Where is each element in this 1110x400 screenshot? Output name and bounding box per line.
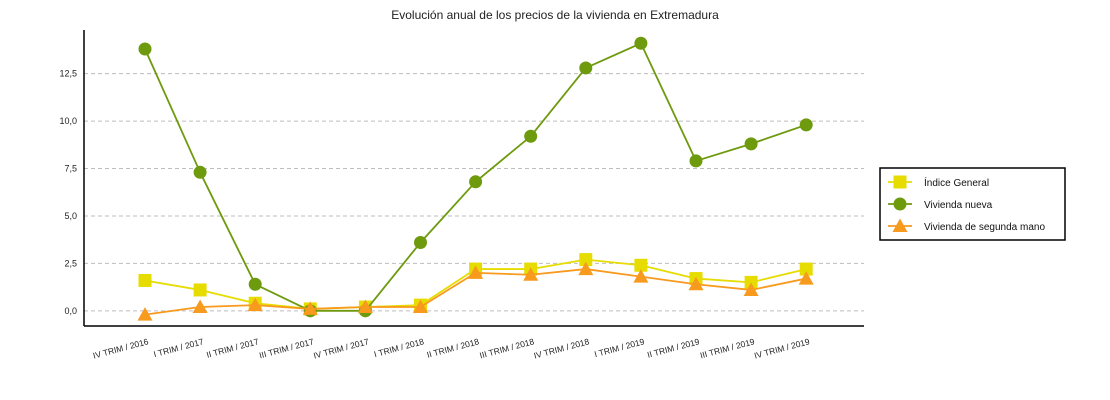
x-tick-label: III TRIM / 2017 <box>258 336 315 360</box>
data-point <box>138 273 152 287</box>
x-tick-label: I TRIM / 2017 <box>152 336 204 359</box>
data-point <box>798 271 814 285</box>
legend-swatch-marker <box>893 197 907 211</box>
gridlines <box>84 73 864 312</box>
data-point <box>688 276 704 291</box>
x-tick-label: II TRIM / 2019 <box>646 336 701 360</box>
x-tick-label: II TRIM / 2018 <box>426 336 481 360</box>
data-point <box>193 283 207 297</box>
x-tick-label: IV TRIM / 2016 <box>92 336 150 360</box>
data-point <box>578 261 594 276</box>
legend-item: Vivienda de segunda mano <box>888 218 1045 233</box>
x-tick-label: I TRIM / 2018 <box>373 336 425 359</box>
series-group <box>137 36 814 321</box>
data-point <box>138 42 152 56</box>
legend-label: Índice General <box>924 176 989 189</box>
y-tick-label: 0,0 <box>64 306 77 316</box>
data-point <box>523 267 539 281</box>
data-point <box>799 118 813 132</box>
data-point <box>137 307 153 321</box>
data-point <box>744 275 758 289</box>
data-point <box>579 61 593 75</box>
data-point <box>468 265 484 279</box>
y-tick-label: 7,5 <box>64 164 77 174</box>
data-point <box>192 299 208 314</box>
series-2 <box>137 261 814 321</box>
x-tick-label: I TRIM / 2019 <box>593 336 645 359</box>
x-tick-labels: IV TRIM / 2016 I TRIM / 2017 II TRIM / 201… <box>92 336 811 360</box>
data-point <box>633 269 649 283</box>
legend-label: Vivienda nueva <box>924 200 993 211</box>
legend-swatch-marker <box>892 218 908 232</box>
y-tick-label: 10,0 <box>59 116 77 126</box>
data-point <box>469 175 483 189</box>
data-point <box>413 299 428 314</box>
data-point <box>689 154 703 168</box>
data-point <box>634 36 648 50</box>
legend-item: Índice General <box>888 175 989 189</box>
series-1 <box>138 36 813 318</box>
legend-item: Vivienda nueva <box>888 197 993 211</box>
y-tick-label: 2,5 <box>64 258 77 268</box>
data-point <box>193 165 207 179</box>
y-tick-labels: 0,0 2,5 5,0 7,5 10,0 12,5 <box>59 69 77 316</box>
data-point <box>744 137 758 151</box>
x-tick-label: III TRIM / 2018 <box>478 336 535 360</box>
data-point <box>302 301 318 315</box>
x-tick-label: II TRIM / 2017 <box>205 336 260 360</box>
data-point <box>579 253 593 267</box>
data-point <box>743 282 759 296</box>
legend-label: Vivienda de segunda mano <box>924 222 1045 233</box>
y-tick-label: 5,0 <box>64 211 77 221</box>
axes <box>83 30 864 327</box>
data-point <box>247 297 263 312</box>
legend-swatch-marker <box>893 175 907 189</box>
data-point <box>414 236 427 250</box>
x-tick-label: III TRIM / 2019 <box>699 336 756 360</box>
y-tick-label: 12,5 <box>59 69 77 79</box>
x-tick-label: IV TRIM / 2017 <box>312 336 370 360</box>
data-point <box>524 129 538 143</box>
x-tick-label: IV TRIM / 2018 <box>533 336 591 360</box>
data-point <box>357 299 373 314</box>
chart-title: Evolución anual de los precios de la viv… <box>391 8 719 22</box>
legend: Índice General Vivienda nueva Vivienda de … <box>879 167 1066 241</box>
x-tick-label: IV TRIM / 2019 <box>753 336 811 360</box>
data-point <box>799 262 813 276</box>
data-point <box>634 258 648 272</box>
data-point <box>248 277 262 291</box>
